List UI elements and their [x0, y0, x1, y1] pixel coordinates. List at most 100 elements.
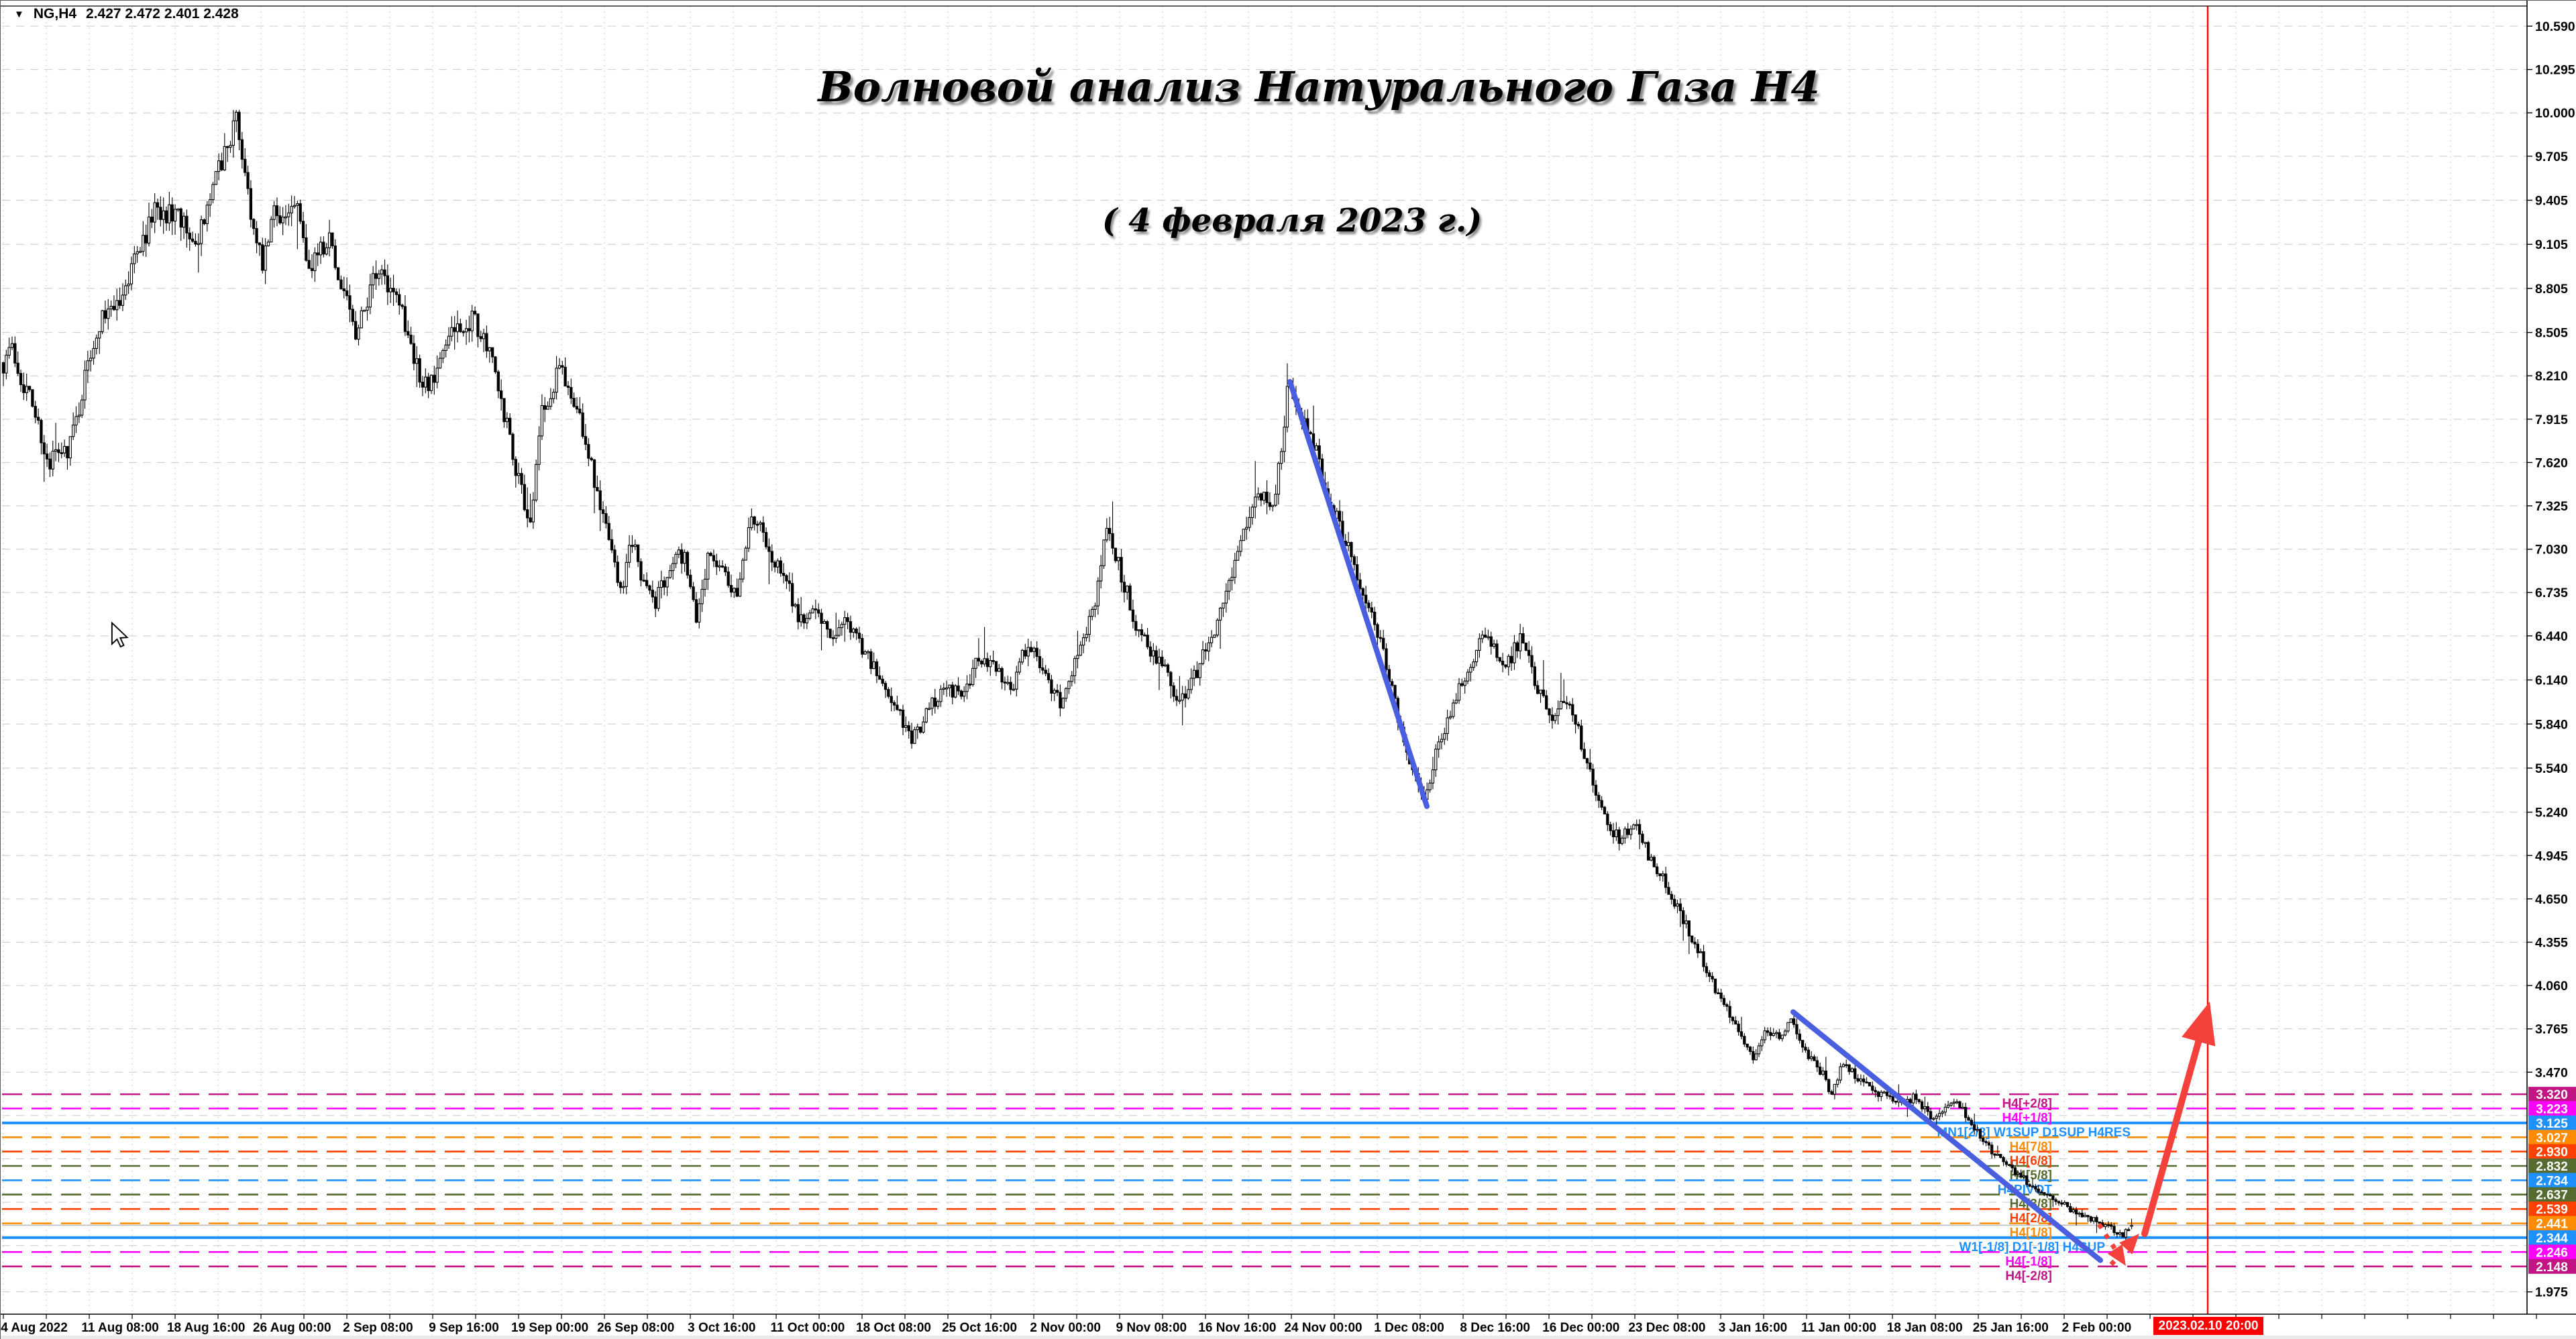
candle-body	[2048, 1194, 2052, 1197]
time-axis-label: 11 Oct 00:00	[770, 1321, 845, 1335]
candle-body	[1070, 675, 1073, 682]
candle-body	[872, 661, 875, 670]
candle-body	[1809, 1056, 1813, 1059]
candle-body	[741, 559, 745, 580]
candle-body	[398, 294, 401, 306]
candle-body	[7, 347, 11, 356]
candle-body	[1958, 1101, 1962, 1108]
candle-body	[1161, 656, 1164, 667]
candle-body	[738, 578, 742, 597]
candle-body	[1961, 1107, 1964, 1109]
price-axis-label: 5.540	[2535, 761, 2568, 776]
candle-body	[901, 710, 905, 728]
candle-body	[869, 651, 873, 670]
candle-body	[121, 294, 125, 306]
candle-body	[281, 217, 284, 223]
candle-body	[578, 409, 582, 414]
candle-body	[698, 603, 701, 623]
candle-body	[672, 563, 675, 572]
candle-body	[1029, 647, 1033, 652]
candle-body	[782, 572, 786, 576]
candle-body	[913, 729, 916, 744]
candle-body	[450, 327, 453, 337]
candle-body	[348, 295, 352, 310]
candle-body	[811, 608, 814, 614]
forecast-up-arrow-head	[2182, 1002, 2216, 1047]
candle-body	[747, 527, 751, 549]
candle-body	[2054, 1199, 2057, 1202]
candle-body	[327, 232, 331, 248]
candle-body	[42, 442, 46, 455]
price-axis-label: 9.105	[2535, 237, 2568, 252]
price-badge	[2528, 1101, 2576, 1116]
candle-body	[1617, 829, 1621, 844]
candle-body	[1152, 650, 1155, 657]
candle-body	[1355, 564, 1359, 580]
candle-body	[1667, 887, 1670, 895]
candle-body	[1437, 741, 1440, 750]
candle-body	[2028, 1184, 2031, 1187]
candle-body	[336, 267, 340, 280]
candle-body	[1801, 1040, 1805, 1048]
time-axis-label: 3 Jan 16:00	[1719, 1321, 1787, 1335]
candle-body	[1568, 703, 1572, 706]
chart-subtitle: ( 4 февраля 2023 г.)	[1102, 202, 1483, 239]
candle-body	[1973, 1124, 1976, 1131]
candle-body	[1434, 749, 1438, 771]
candle-body	[1489, 636, 1493, 647]
candle-body	[1452, 702, 1455, 717]
time-axis-panel[interactable]	[1, 1315, 2576, 1339]
candle-body	[392, 287, 395, 292]
candle-body	[1571, 704, 1574, 716]
murrey-level-label: H4[5/8]	[2010, 1169, 2052, 1183]
candle-body	[520, 473, 523, 485]
murrey-level-label: H4[+2/8]	[2002, 1097, 2052, 1111]
candle-body	[1684, 920, 1688, 924]
candle-body	[1644, 842, 1647, 844]
candle-body	[1364, 594, 1368, 604]
candle-body	[1713, 978, 1717, 994]
murrey-level-label: MN1[2/8] W1SUP D1SUP H4RES	[1937, 1126, 2131, 1140]
candle-body	[828, 629, 832, 639]
candle-body	[1795, 1024, 1799, 1034]
candle-body	[435, 368, 439, 383]
candle-body	[342, 288, 345, 292]
candle-body	[753, 516, 756, 525]
candle-body	[592, 459, 596, 488]
candle-body	[168, 204, 171, 223]
candle-body	[1780, 1034, 1784, 1039]
time-axis-label: 25 Jan 16:00	[1973, 1321, 2049, 1335]
candle-body	[526, 509, 529, 519]
candle-body	[686, 551, 690, 576]
candle-body	[1871, 1085, 1874, 1091]
candle-body	[16, 362, 19, 374]
candle-body	[759, 522, 762, 525]
candle-body	[360, 310, 363, 329]
candle-body	[1652, 857, 1656, 867]
price-axis-label: 8.210	[2535, 369, 2568, 384]
candle-body	[1143, 634, 1146, 637]
candle-body	[998, 667, 1001, 672]
price-axis-label: 4.945	[2535, 849, 2568, 863]
candle-body	[625, 561, 628, 587]
candle-body	[727, 571, 730, 586]
time-axis-label: 18 Jan 08:00	[1887, 1321, 1963, 1335]
candle-body	[1495, 643, 1499, 658]
candle-body	[278, 215, 282, 223]
candle-body	[2031, 1185, 2035, 1188]
price-axis-label: 4.650	[2535, 892, 2568, 907]
candle-body	[339, 279, 343, 290]
future-time-badge: 2023.02.10 20:00	[2153, 1317, 2263, 1335]
candle-body	[231, 120, 235, 146]
candle-body	[1079, 645, 1082, 656]
candle-body	[852, 629, 855, 633]
candle-body	[779, 560, 782, 574]
candle-body	[924, 708, 928, 722]
candle-body	[1946, 1104, 1950, 1108]
symbol-dropdown-icon[interactable]: ▼	[14, 8, 24, 20]
candle-body	[1739, 1031, 1743, 1037]
price-axis-label: 6.140	[2535, 674, 2568, 688]
candle-body	[48, 458, 52, 470]
candle-body	[1024, 649, 1027, 657]
